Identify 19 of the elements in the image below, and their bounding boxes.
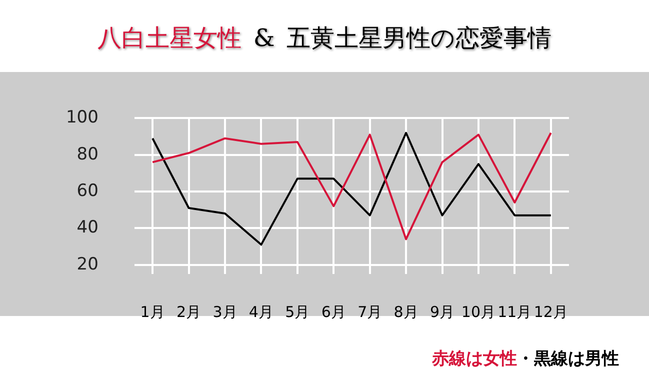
x-tick-label: 11月 bbox=[498, 302, 532, 321]
x-tick-label: 6月 bbox=[321, 302, 346, 321]
x-tick-label: 1月 bbox=[140, 302, 165, 321]
y-tick-label: 100 bbox=[66, 108, 98, 128]
x-tick-label: 9月 bbox=[430, 302, 455, 321]
x-tick-label: 12月 bbox=[534, 302, 568, 321]
y-tick-label: 60 bbox=[76, 180, 98, 201]
y-tick-label: 80 bbox=[76, 144, 98, 164]
x-tick-label: 5月 bbox=[285, 302, 310, 321]
x-tick-label: 2月 bbox=[176, 302, 202, 321]
x-tick-label: 4月 bbox=[248, 302, 274, 321]
x-tick-label: 10月 bbox=[461, 302, 496, 321]
chart-title: 八白土星女性 & 五黄土星男性の恋愛事情 bbox=[97, 24, 552, 52]
y-tick-label: 20 bbox=[76, 254, 98, 274]
x-tick-label: 3月 bbox=[212, 302, 238, 321]
text: 赤線は女性・黒線は男性 bbox=[432, 349, 619, 369]
x-tick-label: 8月 bbox=[394, 302, 418, 321]
y-tick-label: 40 bbox=[76, 218, 98, 238]
x-tick-label: 7月 bbox=[358, 302, 382, 321]
